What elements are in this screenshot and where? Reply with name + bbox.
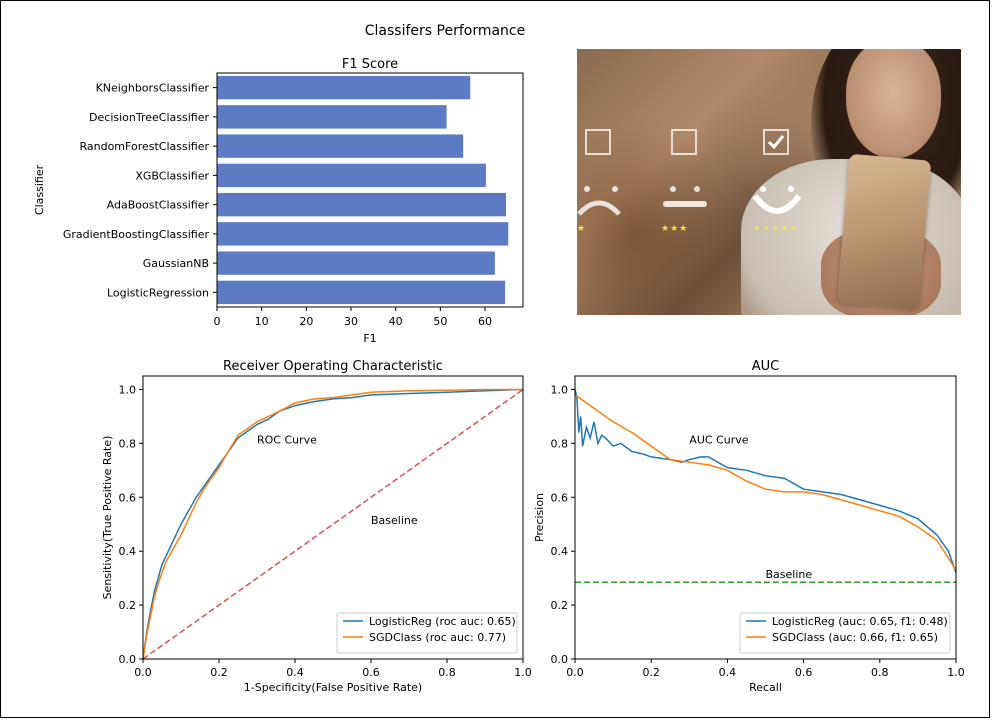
annotation-text: Baseline [766, 568, 813, 581]
y-tick-label: 0.2 [119, 599, 137, 612]
plot-frame [142, 375, 524, 660]
y-tick-label: DecisionTreeClassifier [89, 111, 209, 124]
y-tick-label: 0.6 [119, 491, 137, 504]
bar [217, 251, 495, 275]
x-tick-label: 0.6 [362, 666, 380, 679]
x-tick-label: 0 [214, 315, 221, 328]
x-tick-label: 0.0 [134, 666, 152, 679]
bar [217, 105, 447, 129]
y-tick-label: 0.8 [119, 437, 137, 450]
y-tick-label: 0.0 [551, 653, 569, 666]
x-tick-label: 0.4 [286, 666, 304, 679]
checkbox-checked-icon [763, 129, 789, 155]
legend-box [739, 612, 951, 654]
y-tick-label: 0.0 [119, 653, 137, 666]
y-tick-label: 1.0 [551, 383, 569, 396]
checkbox-empty-icon [585, 129, 611, 155]
chart-title: Receiver Operating Characteristic [223, 359, 443, 374]
x-tick-label: 40 [389, 315, 403, 328]
y-tick-label: 0.2 [551, 599, 569, 612]
legend-box [336, 612, 518, 654]
plot-frame [574, 375, 957, 660]
annotation-text: ROC Curve [257, 433, 317, 446]
customer-rating-photo: ★ ★★★ ★★★★★ [577, 49, 961, 315]
five-stars-icon: ★★★★★ [753, 224, 799, 234]
y-tick-label: 0.4 [119, 545, 137, 558]
x-tick-label: 20 [299, 315, 313, 328]
y-tick-label: AdaBoostClassifier [107, 199, 210, 212]
series-line [142, 388, 523, 660]
chart-title: AUC [752, 359, 780, 374]
annotation-text: AUC Curve [689, 433, 748, 446]
x-tick-label: 1.0 [514, 666, 532, 679]
annotation-text: Baseline [371, 514, 418, 527]
legend-label: SGDClass (roc auc: 0.77) [369, 631, 506, 644]
one-star-icon: ★ [577, 224, 587, 234]
y-axis-label: Precision [533, 493, 546, 542]
x-tick-label: 50 [433, 315, 447, 328]
x-tick-label: 0.8 [871, 666, 889, 679]
y-tick-label: XGBClassifier [135, 169, 209, 182]
y-tick-label: GaussianNB [143, 257, 209, 270]
x-axis-label: F1 [363, 332, 376, 345]
figure-title: Classifers Performance [365, 23, 525, 39]
legend-label: LogisticReg (auc: 0.65, f1: 0.48) [772, 615, 948, 628]
x-axis-label: 1-Specificity(False Positive Rate) [244, 681, 422, 694]
y-tick-label: 0.4 [551, 545, 569, 558]
rating-faces-icon [577, 186, 802, 216]
x-tick-label: 0.4 [719, 666, 737, 679]
y-tick-label: 0.8 [551, 437, 569, 450]
bar [217, 134, 464, 158]
bar [217, 280, 506, 305]
legend-label: LogisticReg (roc auc: 0.65) [369, 615, 516, 628]
y-tick-label: LogisticRegression [107, 286, 209, 299]
y-tick-label: 1.0 [119, 383, 137, 396]
x-tick-label: 10 [255, 315, 269, 328]
y-axis-label: Sensitivity(True Positive Rate) [101, 436, 114, 600]
bar [217, 192, 507, 217]
x-tick-label: 30 [344, 315, 358, 328]
x-tick-label: 0.0 [566, 666, 584, 679]
three-stars-icon: ★★★ [661, 224, 689, 234]
plot-frame [216, 72, 524, 308]
bar [217, 75, 471, 100]
photo-face [846, 49, 941, 159]
series-line [574, 394, 957, 571]
x-tick-label: 0.2 [210, 666, 228, 679]
y-tick-label: RandomForestClassifier [79, 140, 209, 153]
x-tick-label: 1.0 [947, 666, 965, 679]
bar [217, 163, 486, 188]
x-axis-label: Recall [749, 681, 782, 694]
checkbox-empty-icon [671, 129, 697, 155]
baseline-line [142, 388, 524, 660]
chart-title: F1 Score [342, 57, 398, 72]
bar [217, 222, 509, 246]
x-tick-label: 0.8 [438, 666, 456, 679]
y-tick-label: GradientBoostingClassifier [63, 228, 210, 241]
series-line [574, 389, 957, 574]
legend-label: SGDClass (auc: 0.66, f1: 0.65) [772, 631, 938, 644]
y-tick-label: KNeighborsClassifier [96, 82, 210, 95]
y-axis-label: Classifier [33, 164, 46, 215]
x-tick-label: 60 [478, 315, 492, 328]
x-tick-label: 0.2 [642, 666, 660, 679]
x-tick-label: 0.6 [795, 666, 813, 679]
y-tick-label: 0.6 [551, 491, 569, 504]
